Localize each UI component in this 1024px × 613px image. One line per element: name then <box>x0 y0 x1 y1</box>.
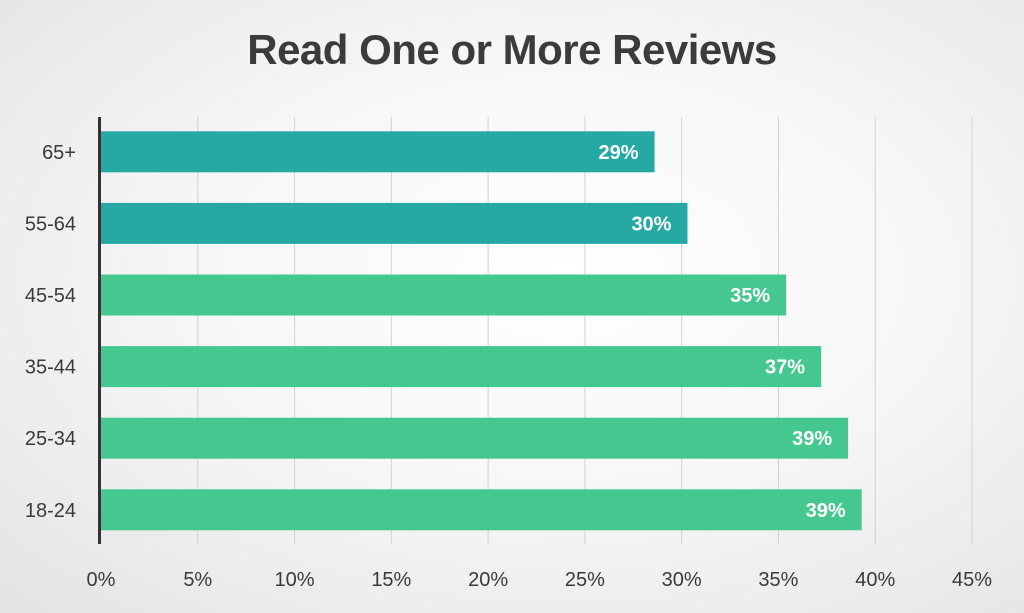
x-tick-label: 5% <box>183 569 212 591</box>
bar <box>101 346 822 388</box>
x-tick-label: 45% <box>952 569 992 591</box>
bar <box>101 489 862 531</box>
x-tick-label: 25% <box>565 569 605 591</box>
chart-title: Read One or More Reviews <box>247 26 777 73</box>
y-tick-label: 45-54 <box>25 285 76 307</box>
x-tick-label: 20% <box>468 569 508 591</box>
x-tick-label: 0% <box>87 569 116 591</box>
bar <box>101 417 849 459</box>
x-tick-label: 40% <box>855 569 895 591</box>
y-tick-label: 55-64 <box>25 213 76 235</box>
data-label: 29% <box>599 142 639 164</box>
bar <box>101 131 655 173</box>
data-label: 37% <box>765 357 805 379</box>
x-tick-label: 35% <box>758 569 798 591</box>
y-tick-label: 35-44 <box>25 357 76 379</box>
x-tick-label: 10% <box>275 569 315 591</box>
y-tick-label: 65+ <box>42 142 76 164</box>
y-tick-label: 25-34 <box>25 428 76 450</box>
data-label: 39% <box>806 500 846 522</box>
x-tick-label: 15% <box>371 569 411 591</box>
bar <box>101 202 688 244</box>
data-label: 39% <box>792 428 832 450</box>
data-label: 30% <box>631 213 671 235</box>
x-tick-label: 30% <box>662 569 702 591</box>
y-tick-label: 18-24 <box>25 500 76 522</box>
bar <box>101 274 787 316</box>
data-label: 35% <box>730 285 770 307</box>
